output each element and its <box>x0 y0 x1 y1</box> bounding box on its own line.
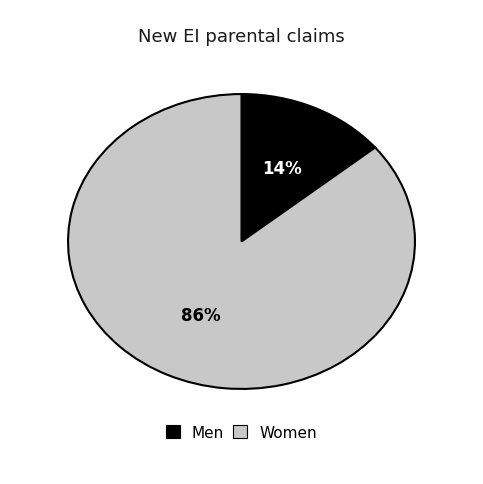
Legend: Men, Women: Men, Women <box>158 418 325 448</box>
Title: New EI parental claims: New EI parental claims <box>138 28 345 45</box>
Wedge shape <box>242 95 375 242</box>
Wedge shape <box>68 95 415 389</box>
Text: 14%: 14% <box>262 160 302 178</box>
Text: 86%: 86% <box>181 306 221 324</box>
